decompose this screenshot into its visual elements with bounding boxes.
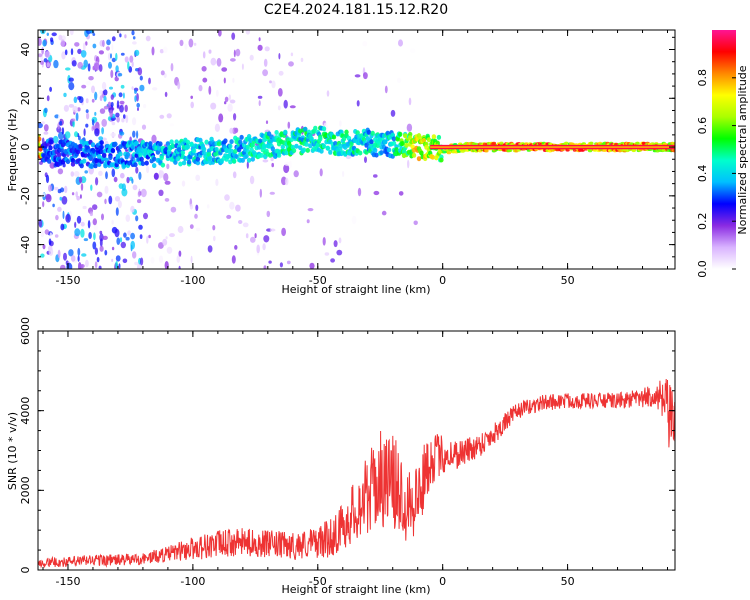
spectrogram-x-tick-label: -150 bbox=[55, 274, 80, 287]
spectrogram-panel: -150 -100 -50 0 50 -40 -20 0 20 40 Height of stra… bbox=[6, 29, 676, 296]
snr-x-tick-label: 0 bbox=[439, 575, 446, 588]
colorbar-tick-label: 0.4 bbox=[696, 165, 709, 183]
colorbar: 0.0 0.2 0.4 0.6 0.8 Normalized spectral ampl… bbox=[696, 30, 749, 278]
snr-series-line bbox=[38, 378, 675, 569]
snr-y-tick-label: 4000 bbox=[19, 397, 32, 425]
colorbar-gradient bbox=[712, 30, 736, 269]
colorbar-tick-label: 0.8 bbox=[696, 69, 709, 87]
spectrogram-y-tick-label: 20 bbox=[19, 91, 32, 105]
colorbar-tick-label: 0.0 bbox=[696, 260, 709, 278]
snr-panel: -150 -100 -50 0 50 0 2000 4000 6000 Height of st… bbox=[6, 317, 676, 596]
snr-y-tick-label: 6000 bbox=[19, 317, 32, 345]
snr-y-tick-label: 2000 bbox=[19, 476, 32, 504]
snr-x-axis-label: Height of straight line (km) bbox=[281, 583, 430, 596]
snr-x-tick-label: -150 bbox=[55, 575, 80, 588]
spectrogram-y-tick-label: -40 bbox=[19, 236, 32, 254]
colorbar-tick-label: 0.2 bbox=[696, 212, 709, 230]
spectrogram-y-tick-label: 40 bbox=[19, 43, 32, 57]
chart-title: C2E4.2024.181.15.12.R20 bbox=[264, 2, 448, 18]
snr-y-tick-label: 0 bbox=[19, 567, 32, 574]
spectrogram-x-tick-label: -50 bbox=[309, 274, 327, 287]
spectrogram-x-tick-label: 50 bbox=[561, 274, 575, 287]
spectrogram-x-axis-label: Height of straight line (km) bbox=[281, 283, 430, 296]
snr-y-axis-label: SNR (10 * v/v) bbox=[6, 412, 19, 490]
spectrogram-frame bbox=[37, 29, 676, 270]
colorbar-label: Normalized spectral amplitude bbox=[736, 65, 749, 234]
spectrogram-y-tick-label: 0 bbox=[19, 144, 32, 151]
spectrogram-x-tick-label: 0 bbox=[439, 274, 446, 287]
spectrogram-y-axis-label: Frequency (Hz) bbox=[6, 109, 19, 192]
colorbar-tick-label: 0.6 bbox=[696, 117, 709, 135]
snr-x-tick-label: -50 bbox=[309, 575, 327, 588]
snr-x-tick-label: -100 bbox=[180, 575, 205, 588]
snr-x-tick-label: 50 bbox=[561, 575, 575, 588]
spectrogram-y-tick-label: -20 bbox=[19, 187, 32, 205]
spectrogram-x-tick-label: -100 bbox=[180, 274, 205, 287]
